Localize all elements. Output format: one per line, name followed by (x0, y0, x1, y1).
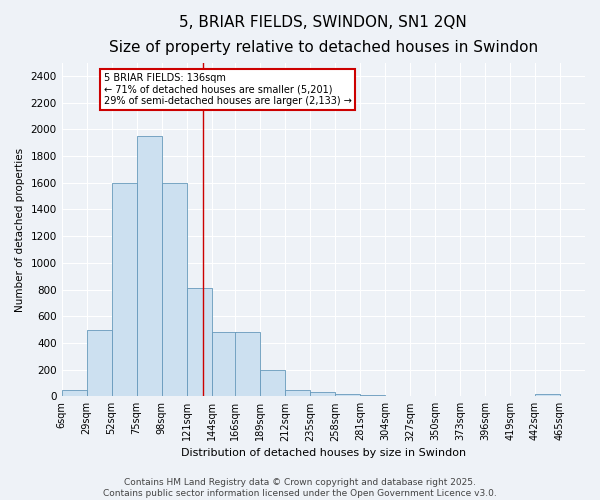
X-axis label: Distribution of detached houses by size in Swindon: Distribution of detached houses by size … (181, 448, 466, 458)
Bar (260, 370, 286, 396)
Text: Contains HM Land Registry data © Crown copyright and database right 2025.
Contai: Contains HM Land Registry data © Crown c… (103, 478, 497, 498)
Bar (137, 136, 161, 396)
Bar (112, 183, 137, 396)
Bar (86, 330, 112, 396)
Bar (310, 392, 335, 396)
Bar (235, 332, 260, 396)
Bar (161, 183, 187, 396)
Bar (212, 332, 236, 396)
Bar (187, 288, 212, 397)
Bar (286, 390, 310, 396)
Bar (360, 395, 385, 396)
Text: 5 BRIAR FIELDS: 136sqm
← 71% of detached houses are smaller (5,201)
29% of semi-: 5 BRIAR FIELDS: 136sqm ← 71% of detached… (104, 72, 352, 106)
Title: 5, BRIAR FIELDS, SWINDON, SN1 2QN
Size of property relative to detached houses i: 5, BRIAR FIELDS, SWINDON, SN1 2QN Size o… (109, 15, 538, 54)
Bar (335, 394, 360, 396)
Y-axis label: Number of detached properties: Number of detached properties (15, 148, 25, 312)
Bar (535, 394, 560, 396)
Bar (62, 390, 86, 396)
